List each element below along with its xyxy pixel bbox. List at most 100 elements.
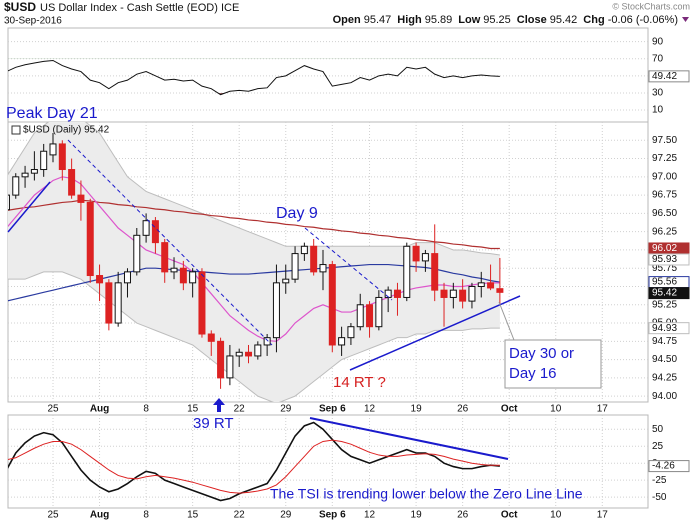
candle-body	[151, 220, 159, 244]
candle-body	[496, 288, 504, 293]
candle-body	[226, 355, 234, 379]
y-tick-label: 97.50	[652, 135, 677, 146]
x-tick-label: 15	[187, 404, 199, 415]
rsi-panel	[7, 27, 649, 123]
y-tick-label: 94.00	[652, 391, 677, 402]
candle-body	[468, 285, 476, 302]
stat-label: Open	[333, 14, 361, 26]
value-label-box	[648, 322, 690, 335]
candle-body	[30, 169, 38, 174]
annotation: Peak Day 21	[6, 105, 98, 122]
x-tick-label: 19	[411, 510, 423, 521]
y-tick-label: 50	[652, 424, 664, 435]
value-label: 95.93	[652, 254, 677, 265]
y-tick-label: 90	[652, 36, 664, 47]
stat-value: 95.25	[483, 14, 511, 26]
y-tick-label: 96.75	[652, 190, 677, 201]
legend: $USD (Daily) 95.42	[23, 125, 110, 136]
plot-area	[8, 415, 648, 508]
x-tick-label: 12	[364, 510, 376, 521]
candle-body	[356, 304, 364, 328]
y-tick-label: -25	[652, 475, 667, 486]
y-tick-label: 25	[652, 441, 664, 452]
trendline	[304, 227, 393, 301]
annotation: Day 16	[509, 365, 557, 382]
candle-body	[40, 150, 48, 171]
watermark: © StockCharts.com	[612, 1, 690, 11]
y-tick-label: 30	[652, 88, 664, 99]
y-tick-label: 70	[652, 53, 664, 64]
x-tick-label: Oct	[501, 404, 518, 415]
candle-body	[207, 333, 215, 342]
band-upper	[8, 122, 500, 256]
y-tick-label: 10	[652, 105, 664, 116]
value-label-box	[648, 287, 690, 300]
x-tick-label: 22	[234, 510, 246, 521]
x-tick-label: 15	[187, 510, 199, 521]
x-tick-label: 10	[550, 404, 562, 415]
stat-value: -0.06 (-0.06%)	[608, 14, 678, 26]
candle-body	[403, 245, 411, 298]
x-tick-label: 12	[364, 404, 376, 415]
stat-value: 95.42	[550, 14, 578, 26]
candle-body	[338, 337, 346, 346]
x-tick-label: 29	[280, 510, 292, 521]
band-lower	[8, 271, 500, 402]
candle-body	[263, 337, 271, 346]
candle-body	[58, 143, 66, 171]
x-tick-label: 17	[597, 404, 609, 415]
x-tick-label: Oct	[501, 510, 518, 521]
candle-body	[161, 242, 169, 273]
plot-area	[8, 41, 648, 111]
value-label: 96.02	[652, 243, 677, 254]
candle-body	[366, 304, 374, 328]
candle-body	[282, 278, 290, 284]
x-tick-label: 26	[457, 404, 469, 415]
y-tick-label: 94.25	[652, 373, 677, 384]
candle-body	[300, 245, 308, 255]
x-tick-label: 25	[47, 404, 59, 415]
candle-body	[170, 267, 178, 273]
trendline	[309, 417, 509, 460]
candle-body	[198, 271, 206, 335]
candle-body	[375, 296, 383, 328]
candle-body	[189, 271, 197, 284]
y-tick-label: 95.25	[652, 299, 677, 310]
trendline	[349, 295, 521, 371]
candle-body	[77, 194, 85, 203]
x-tick-label: 19	[411, 404, 423, 415]
candle-body	[431, 253, 439, 291]
tsi-line	[8, 421, 500, 502]
annotation: Day 30 or	[509, 345, 574, 362]
candle-body	[105, 282, 113, 324]
y-tick-label: 96.25	[652, 226, 677, 237]
candle-body	[49, 143, 57, 156]
candle-body	[440, 289, 448, 298]
stat-label: Low	[458, 14, 480, 26]
x-tick-label: Aug	[90, 404, 109, 415]
candle-body	[347, 326, 355, 339]
x-tick-label: Sep 6	[319, 404, 346, 415]
candle-body	[328, 264, 336, 346]
stat-label: Close	[517, 14, 547, 26]
trendline	[7, 181, 51, 233]
x-tick-label: 10	[550, 510, 562, 521]
value-label-box	[648, 70, 690, 83]
candle-body	[421, 253, 429, 262]
band-fill	[8, 122, 500, 402]
candle-body	[96, 275, 104, 284]
date: 30-Sep-2016	[4, 16, 62, 27]
stat-label: Chg	[583, 14, 604, 26]
y-tick-label: 97.00	[652, 171, 677, 182]
y-tick-label: 96.50	[652, 208, 677, 219]
candle-body	[291, 253, 299, 280]
value-label: -4.26	[652, 461, 675, 472]
x-tick-label: Sep 6	[319, 510, 346, 521]
instrument-name: US Dollar Index - Cash Settle (EOD) ICE	[40, 2, 239, 14]
value-label: 95.42	[652, 288, 677, 299]
candle-body	[393, 289, 401, 298]
legend-icon	[11, 125, 21, 135]
x-tick-label: 8	[143, 510, 149, 521]
candle-body	[235, 351, 243, 357]
